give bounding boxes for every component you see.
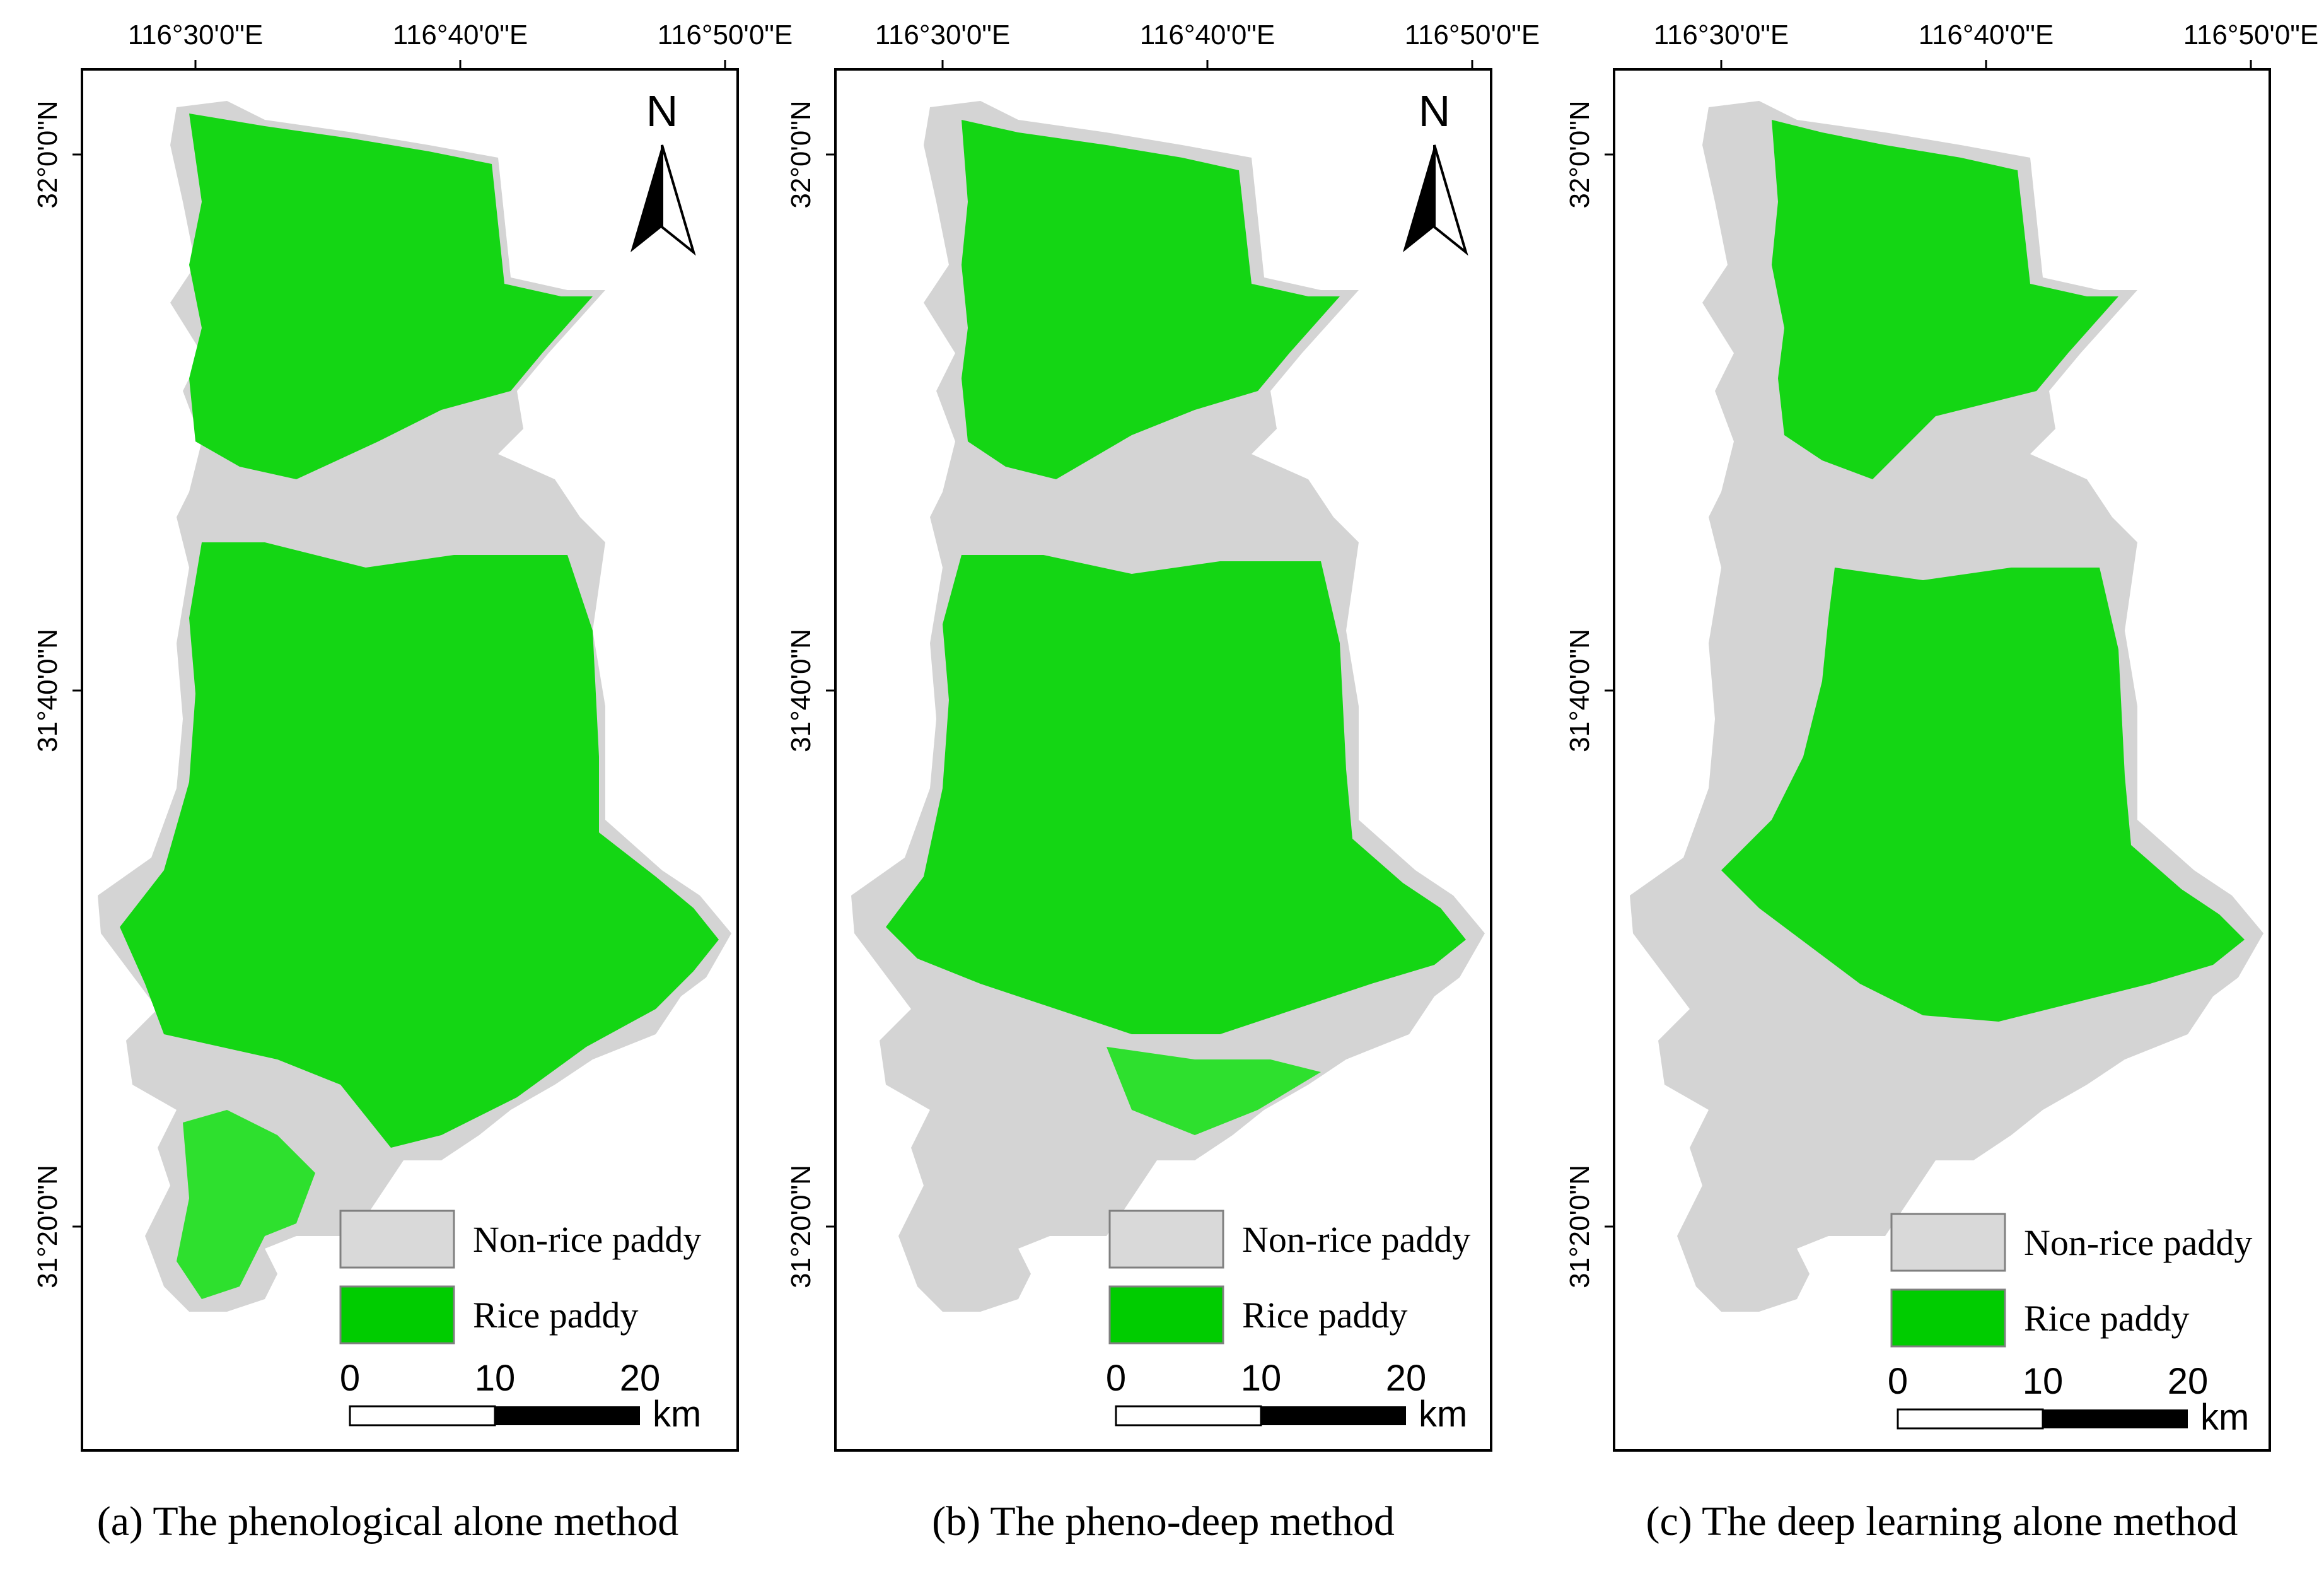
scale-bar-white xyxy=(1897,1408,2044,1430)
latitude-label: 32°0'0"N xyxy=(32,100,63,208)
panel-caption: (c) The deep learning alone method xyxy=(1646,1498,2238,1544)
north-arrow-left xyxy=(1403,145,1434,252)
map-panel-a: 116°30'0"E 116°40'0"E 116°50'0"E 32°0'0"… xyxy=(0,0,793,1569)
longitude-label: 116°50'0"E xyxy=(658,20,793,50)
scale-label-10: 10 xyxy=(475,1358,516,1399)
latitude-label: 32°0'0"N xyxy=(1564,100,1595,208)
legend: Non-rice paddy Rice paddy xyxy=(1890,1213,2252,1348)
scale-label-10: 10 xyxy=(2023,1361,2064,1402)
study-region xyxy=(1630,101,2263,1312)
longitude-label: 116°30'0"E xyxy=(1654,20,1789,50)
latitude-label: 31°40'0"N xyxy=(1564,629,1595,752)
scale-label-0: 0 xyxy=(340,1358,360,1399)
map-figure-b: 116°30'0"E 116°40'0"E 116°50'0"E 32°0'0"… xyxy=(786,20,1540,1452)
latitude-label: 31°20'0"N xyxy=(32,1165,63,1288)
legend-label-non-rice: Non-rice paddy xyxy=(1242,1219,1470,1260)
longitude-label: 116°40'0"E xyxy=(1919,20,2054,50)
legend-swatch-non-rice xyxy=(339,1210,455,1269)
legend-swatch-non-rice xyxy=(1108,1210,1224,1269)
legend-label-rice: Rice paddy xyxy=(473,1295,639,1336)
scale-label-10: 10 xyxy=(1241,1358,1282,1399)
legend-label-non-rice: Non-rice paddy xyxy=(473,1219,701,1260)
north-arrow: N xyxy=(1403,86,1468,256)
map-figure-a: 116°30'0"E 116°40'0"E 116°50'0"E 32°0'0"… xyxy=(32,20,793,1452)
panel-caption: (b) The pheno-deep method xyxy=(932,1498,1395,1544)
scale-bar: 0 10 20 km xyxy=(1888,1361,2249,1438)
latitude-label: 31°40'0"N xyxy=(786,629,816,752)
longitude-label: 116°30'0"E xyxy=(875,20,1011,50)
scale-bar-black xyxy=(2043,1409,2188,1428)
north-arrow: N xyxy=(630,86,696,256)
longitude-label: 116°40'0"E xyxy=(1140,20,1275,50)
panel-caption: (a) The phenological alone method xyxy=(96,1498,679,1544)
study-region xyxy=(98,101,731,1312)
north-arrow-right xyxy=(1433,144,1468,256)
legend: Non-rice paddy Rice paddy xyxy=(339,1210,701,1344)
legend-label-non-rice: Non-rice paddy xyxy=(2024,1222,2252,1263)
legend-label-rice: Rice paddy xyxy=(2024,1298,2190,1339)
north-arrow-left xyxy=(630,145,662,252)
legend-swatch-rice xyxy=(1890,1288,2006,1348)
scale-unit: km xyxy=(1419,1394,1467,1435)
longitude-label: 116°50'0"E xyxy=(1405,20,1540,50)
latitude-label: 31°20'0"N xyxy=(786,1165,816,1288)
legend-label-rice: Rice paddy xyxy=(1242,1295,1408,1336)
scale-label-20: 20 xyxy=(1386,1358,1427,1399)
north-letter: N xyxy=(1419,86,1451,136)
map-frame xyxy=(834,68,1492,1452)
scale-bar: 0 10 20 km xyxy=(340,1358,701,1435)
north-arrow-right xyxy=(661,144,696,256)
map-panel-b: 116°30'0"E 116°40'0"E 116°50'0"E 32°0'0"… xyxy=(776,0,1540,1569)
longitude-label: 116°50'0"E xyxy=(2183,20,2319,50)
map-figure-c: 116°30'0"E 116°40'0"E 116°50'0"E 32°0'0"… xyxy=(1564,20,2318,1452)
latitude-label: 31°20'0"N xyxy=(1564,1165,1595,1288)
legend-swatch-non-rice xyxy=(1890,1213,2006,1272)
map-frame xyxy=(81,68,739,1452)
map-frame xyxy=(1613,68,2271,1452)
longitude-label: 116°40'0"E xyxy=(393,20,528,50)
scale-bar-black xyxy=(1261,1406,1406,1425)
scale-label-20: 20 xyxy=(2168,1361,2209,1402)
scale-bar-black xyxy=(495,1406,640,1425)
legend-swatch-rice xyxy=(1108,1285,1224,1344)
scale-bar-white xyxy=(349,1405,496,1426)
scale-label-0: 0 xyxy=(1888,1361,1908,1402)
study-region xyxy=(851,101,1485,1312)
legend: Non-rice paddy Rice paddy xyxy=(1108,1210,1470,1344)
latitude-label: 32°0'0"N xyxy=(786,100,816,208)
scale-label-20: 20 xyxy=(620,1358,661,1399)
map-panel-c: 116°30'0"E 116°40'0"E 116°50'0"E 32°0'0"… xyxy=(1554,0,2318,1569)
scale-bar-white xyxy=(1115,1405,1262,1426)
scale-bar: 0 10 20 km xyxy=(1106,1358,1467,1435)
latitude-label: 31°40'0"N xyxy=(32,629,63,752)
scale-unit: km xyxy=(2200,1397,2249,1438)
legend-swatch-rice xyxy=(339,1285,455,1344)
longitude-label: 116°30'0"E xyxy=(128,20,264,50)
scale-unit: km xyxy=(653,1394,701,1435)
scale-label-0: 0 xyxy=(1106,1358,1126,1399)
north-letter: N xyxy=(646,86,678,136)
